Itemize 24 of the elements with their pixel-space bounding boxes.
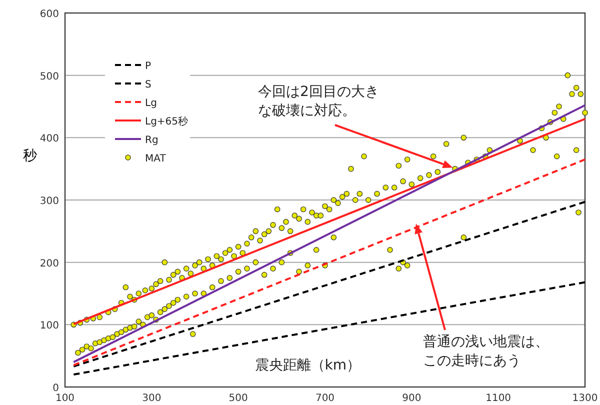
x-tick-label: 900	[402, 393, 422, 404]
annotation: 普通の浅い地震は、この走時にあう	[423, 333, 549, 369]
x-tick-label: 1100	[486, 393, 512, 404]
legend-label: Rg	[145, 135, 158, 146]
legend-label: MAT	[145, 154, 167, 164]
x-tick-label: 100	[55, 393, 75, 404]
y-tick-label: 0	[52, 383, 59, 394]
x-axis-title: 震央距離（km）	[254, 358, 361, 374]
y-tick-label: 500	[40, 71, 59, 82]
y-tick-label: 600	[40, 9, 59, 20]
y-tick-label: 100	[40, 320, 59, 332]
legend-label: Lg	[145, 98, 157, 109]
y-tick-label: 300	[40, 196, 59, 207]
x-tick-label: 500	[228, 393, 248, 404]
annotation: 今回は2回目の大きな破壊に対応。	[258, 84, 379, 119]
y-tick-label: 400	[40, 134, 59, 145]
x-tick-label: 1300	[572, 393, 598, 404]
y-tick-label: 200	[40, 258, 59, 270]
x-tick-label: 300	[142, 393, 162, 404]
x-tick-label: 700	[315, 393, 335, 404]
legend-label: S	[145, 80, 152, 90]
legend-label: Lg+65秒	[145, 116, 188, 128]
y-axis-title: 秒	[23, 148, 37, 164]
legend-label: P	[145, 61, 152, 72]
